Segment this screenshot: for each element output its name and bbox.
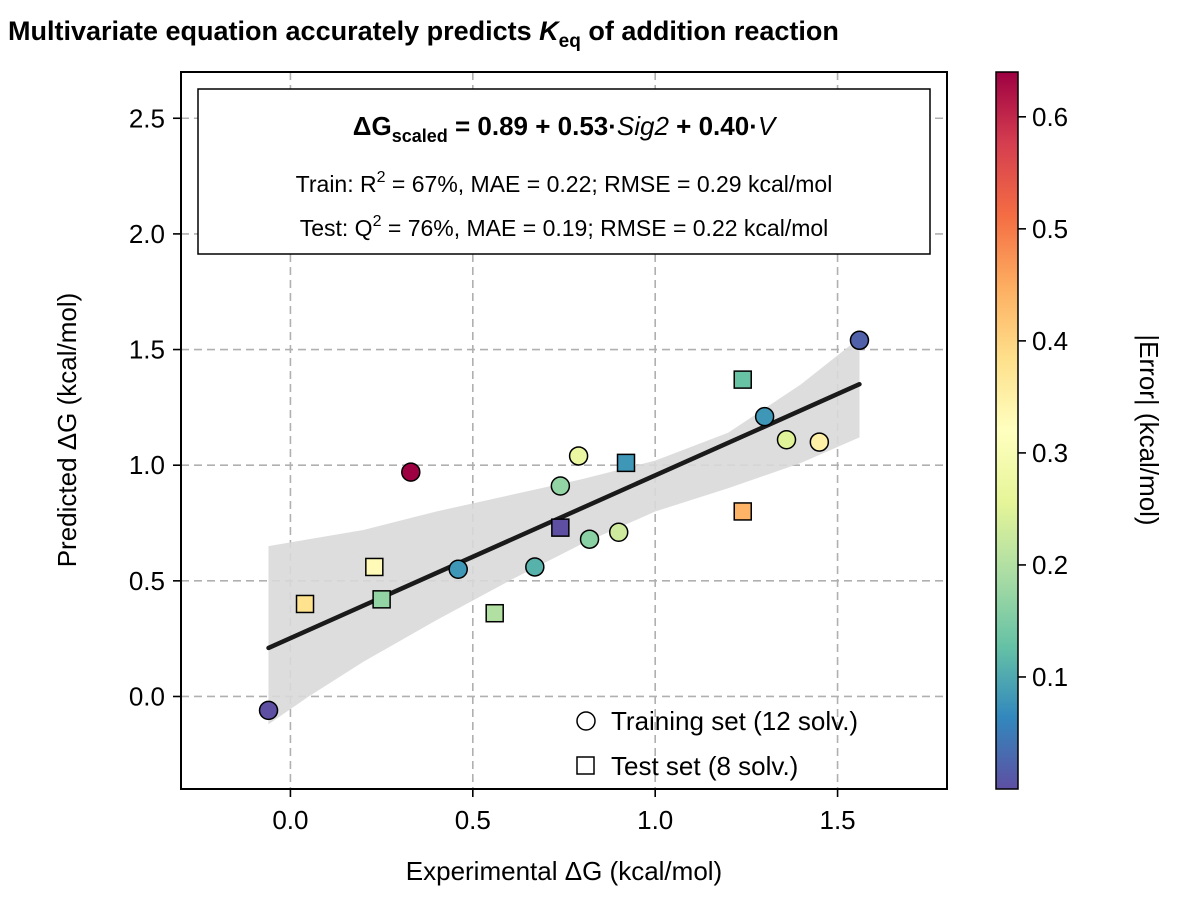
y-axis-label: Predicted ΔG (kcal/mol): [52, 293, 82, 568]
test-stats-text: Test: Q2 = 76%, MAE = 0.19; RMSE = 0.22 …: [300, 213, 829, 241]
y-tick-label: 2.0: [129, 219, 165, 249]
training-point: [550, 476, 571, 496]
colorbar-tick-label: 0.5: [1032, 214, 1068, 244]
training-point: [401, 462, 421, 482]
chart-title: Multivariate equation accurately predict…: [8, 16, 839, 52]
training-point: [579, 529, 600, 549]
test-point: [372, 590, 391, 609]
legend-label-training: Training set (12 solv.): [611, 706, 858, 736]
training-point: [849, 330, 870, 351]
colorbar-tick-label: 0.1: [1032, 662, 1068, 692]
training-point: [608, 522, 629, 543]
legend-square-marker: [576, 756, 595, 775]
y-tick-label: 2.5: [129, 103, 165, 133]
colorbar-tick-label: 0.2: [1032, 550, 1068, 580]
x-tick-label: 0.5: [455, 805, 491, 835]
data-points: [258, 330, 870, 721]
test-point: [616, 453, 636, 473]
x-tick-label: 1.5: [819, 805, 855, 835]
y-tick-label: 1.5: [129, 335, 165, 365]
colorbar-ticks: 0.1 0.2 0.3 0.4 0.5 0.6: [1018, 102, 1068, 692]
legend-label-test: Test set (8 solv.): [611, 751, 798, 781]
y-axis-ticks: 0.0 0.5 1.0 1.5 2.0 2.5: [129, 103, 181, 711]
colorbar-label: |Error| (kcal/mol): [1134, 334, 1164, 525]
training-point: [568, 446, 589, 466]
colorbar: 0.1 0.2 0.3 0.4 0.5 0.6 |Error| (kcal/mol): [995, 71, 1164, 790]
test-point: [733, 502, 752, 521]
test-point: [485, 603, 504, 623]
training-point: [809, 432, 830, 452]
test-point: [295, 594, 315, 614]
equation-annotation: ΔGscaled = 0.89 + 0.53·Sig2 + 0.40·V Tra…: [197, 88, 931, 255]
test-point: [365, 557, 384, 577]
fit-line: [266, 381, 862, 651]
train-stats-text: Train: R2 = 67%, MAE = 0.22; RMSE = 0.29…: [296, 169, 833, 197]
annotation-box: [197, 88, 931, 255]
colorbar-tick-label: 0.6: [1032, 102, 1068, 132]
equation-text: ΔGscaled = 0.89 + 0.53·Sig2 + 0.40·V: [353, 111, 778, 146]
training-point: [776, 430, 797, 450]
x-axis-label: Experimental ΔG (kcal/mol): [406, 856, 722, 886]
training-point: [754, 406, 775, 427]
training-point: [448, 559, 468, 580]
fit-line-layer: [266, 381, 862, 651]
colorbar-tick-label: 0.3: [1032, 438, 1068, 468]
x-tick-label: 0.0: [272, 805, 308, 835]
x-tick-label: 1.0: [637, 805, 673, 835]
plot-frame: [180, 71, 948, 790]
training-point: [525, 557, 545, 577]
test-point: [551, 518, 570, 537]
x-axis-ticks: 0.0 0.5 1.0 1.5: [272, 789, 856, 835]
y-tick-label: 0.5: [129, 566, 165, 596]
colorbar-tick-label: 0.4: [1032, 326, 1068, 356]
legend: Training set (12 solv.) Test set (8 solv…: [576, 706, 858, 781]
training-point: [258, 700, 279, 721]
colorbar-gradient: [995, 71, 1019, 790]
y-tick-label: 0.0: [129, 681, 165, 711]
y-tick-label: 1.0: [129, 450, 165, 480]
test-point: [733, 370, 752, 389]
legend-circle-marker: [576, 711, 596, 731]
